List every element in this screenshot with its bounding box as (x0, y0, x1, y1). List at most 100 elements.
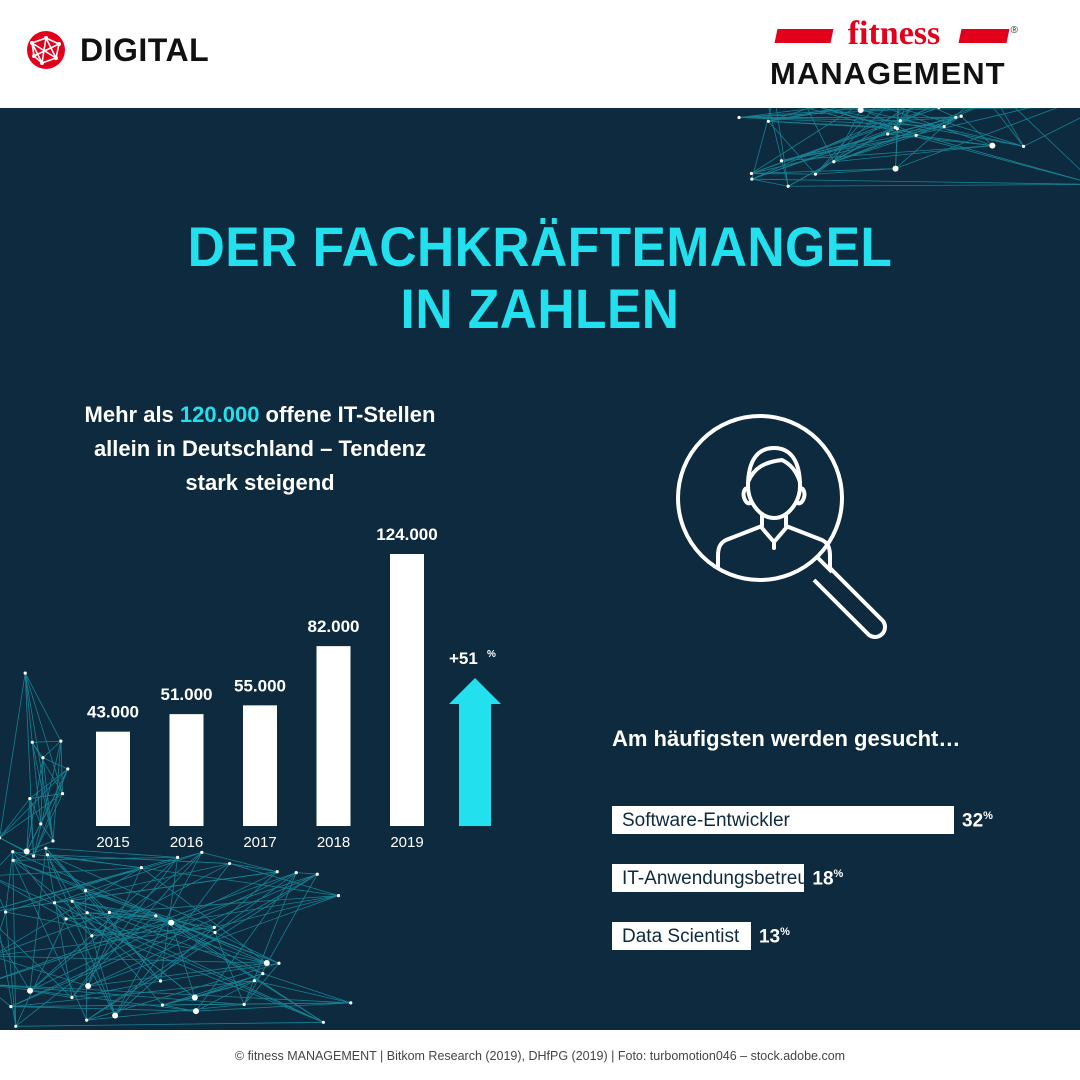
network-line (33, 741, 62, 857)
network-node (0, 836, 2, 840)
network-node (749, 171, 754, 176)
network-line (214, 895, 339, 928)
network-line (24, 673, 35, 857)
network-line (31, 742, 42, 824)
network-line (40, 768, 69, 825)
network-line (0, 798, 31, 838)
network-node (59, 739, 63, 743)
bar-2015 (96, 731, 130, 826)
subtitle-line-3: stark steigend (185, 470, 335, 495)
network-node (191, 994, 198, 1001)
network-line (194, 973, 263, 998)
network-node (937, 108, 941, 110)
network-node (70, 995, 74, 1000)
network-node (242, 1002, 246, 1007)
digital-label: DIGITAL (80, 31, 210, 68)
network-line (751, 108, 856, 174)
network-node (41, 756, 45, 760)
network-line (0, 932, 17, 1027)
network-line (900, 108, 939, 122)
subtitle-line-1: Mehr als 120.000 offene IT-Stellen (40, 398, 480, 432)
network-node (200, 850, 204, 854)
network-node (737, 115, 741, 120)
network-line (739, 108, 819, 118)
network-line (87, 912, 324, 1023)
network-line (109, 911, 267, 964)
footer: © fitness MANAGEMENT | Bitkom Research (… (0, 1030, 1080, 1080)
network-background (0, 108, 1080, 1028)
network-line (71, 901, 163, 1006)
network-line (0, 911, 7, 932)
network-node (52, 901, 57, 905)
network-node (336, 894, 341, 898)
network-line (24, 672, 63, 794)
network-line (0, 985, 245, 1005)
network-node (84, 889, 88, 893)
network-line (85, 890, 216, 933)
subtitle-post: offene IT-Stellen (259, 402, 436, 427)
network-line (109, 895, 339, 913)
network-line (916, 134, 993, 147)
bar-value-label: 51.000 (161, 685, 213, 704)
network-node (158, 979, 163, 983)
network-line (1000, 108, 1024, 147)
header: DIGITAL fitness ® MANAGEMENT (0, 0, 1080, 108)
network-line (45, 847, 86, 891)
x-tick-label: 2016 (170, 834, 203, 851)
network-line (87, 912, 172, 924)
network-line (900, 120, 945, 127)
bar-2019 (390, 554, 424, 826)
vertical-bar-chart: 43.000 2015 51.000 2016 55.000 2017 82.000 2018… (87, 525, 501, 851)
network-line (781, 145, 993, 162)
network-line (162, 997, 195, 1006)
infographic-panel: DER FACHKRÄFTEMANGEL IN ZAHLEN Mehr als … (0, 108, 1080, 1030)
network-node (160, 1003, 165, 1007)
network-node (28, 796, 32, 801)
network-line (885, 108, 993, 147)
network-line (214, 932, 245, 1005)
network-line (162, 1004, 197, 1012)
network-line (24, 672, 62, 742)
network-line (91, 935, 116, 1016)
network-line (15, 915, 157, 1027)
network-line (66, 915, 156, 920)
network-line (0, 881, 67, 920)
network-line (860, 108, 1054, 111)
network-line (1023, 117, 1080, 147)
x-tick-label: 2017 (243, 834, 276, 851)
network-line (114, 871, 278, 1016)
network-line (833, 108, 974, 163)
network-line (859, 108, 917, 136)
bar-value-label: 124.000 (376, 525, 437, 544)
network-line (833, 134, 917, 163)
hbar-chart-title: Am häufigsten werden gesucht… (612, 726, 961, 751)
brand-bar-left (774, 29, 834, 43)
network-line (29, 990, 72, 998)
network-node (11, 850, 15, 854)
network-line (114, 852, 203, 1016)
page-title: DER FACHKRÄFTEMANGEL IN ZAHLEN (43, 216, 1037, 340)
growth-unit: % (487, 649, 496, 660)
network-node (44, 846, 48, 850)
network-node (750, 177, 754, 181)
hbar-category-label: IT-Anwendungsbetreuer (622, 868, 825, 889)
network-line (895, 108, 1058, 169)
network-node (228, 861, 232, 866)
network-node (66, 767, 70, 771)
network-line (993, 108, 1024, 147)
bar-value-label: 43.000 (87, 703, 139, 722)
bar-2018 (316, 646, 351, 826)
hbar-unit: % (983, 810, 993, 822)
network-line (860, 108, 898, 111)
network-line (10, 873, 318, 1007)
network-line (0, 879, 324, 1023)
chart-subtitle: Mehr als 120.000 offene IT-Stellen allei… (40, 398, 480, 500)
network-line (0, 873, 318, 980)
network-line (895, 108, 966, 169)
growth-label: +51 (449, 649, 478, 668)
network-line (12, 851, 267, 964)
network-line (24, 673, 33, 743)
network-line (26, 840, 54, 852)
network-line (29, 768, 69, 799)
network-node (261, 971, 265, 976)
